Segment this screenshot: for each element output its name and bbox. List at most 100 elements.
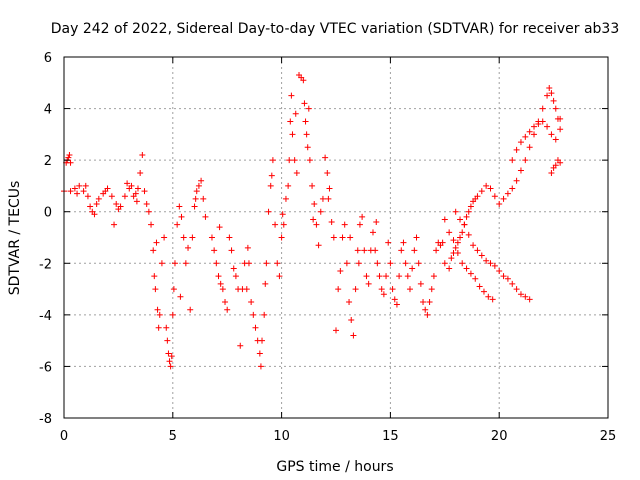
- data-point: [450, 237, 457, 244]
- data-point: [169, 311, 176, 318]
- data-point: [557, 115, 564, 122]
- data-point: [548, 170, 555, 177]
- data-point: [544, 123, 551, 130]
- data-point: [446, 229, 453, 236]
- data-point: [535, 121, 542, 128]
- data-point: [269, 157, 276, 164]
- y-tick-label: -2: [39, 257, 52, 272]
- data-point: [374, 260, 381, 267]
- data-point: [302, 118, 309, 125]
- data-point: [433, 247, 440, 254]
- data-point: [267, 182, 274, 189]
- data-point: [417, 280, 424, 287]
- data-point: [317, 208, 324, 215]
- data-point: [268, 172, 275, 179]
- grid-lines: [64, 57, 608, 418]
- x-tick-label: 5: [169, 429, 177, 444]
- data-point: [373, 219, 380, 226]
- data-point: [230, 265, 237, 272]
- data-point: [385, 239, 392, 246]
- data-point: [424, 311, 431, 318]
- data-point: [413, 234, 420, 241]
- data-point: [192, 195, 199, 202]
- data-point: [531, 131, 538, 138]
- data-point: [180, 234, 187, 241]
- data-point: [143, 200, 150, 207]
- data-point: [80, 188, 87, 195]
- data-point: [354, 247, 361, 254]
- data-point: [489, 296, 496, 303]
- data-point: [187, 306, 194, 313]
- data-point: [557, 126, 564, 133]
- data-point: [182, 260, 189, 267]
- data-point: [133, 198, 140, 205]
- data-point: [166, 358, 173, 365]
- data-point: [91, 211, 98, 218]
- data-point: [459, 229, 466, 236]
- data-point: [152, 286, 159, 293]
- data-point: [286, 157, 293, 164]
- data-point: [359, 213, 366, 220]
- data-point: [319, 195, 326, 202]
- data-point: [165, 350, 172, 357]
- data-point: [441, 216, 448, 223]
- data-point: [526, 296, 533, 303]
- data-point: [504, 190, 511, 197]
- data-point: [139, 151, 146, 158]
- data-point: [513, 286, 520, 293]
- data-point: [171, 260, 178, 267]
- data-point: [491, 262, 498, 269]
- data-point: [195, 182, 202, 189]
- data-point: [446, 265, 453, 272]
- data-point: [313, 221, 320, 228]
- data-point: [352, 286, 359, 293]
- data-point: [164, 337, 171, 344]
- data-point: [211, 247, 218, 254]
- data-points: [61, 72, 564, 370]
- data-point: [309, 182, 316, 189]
- data-point: [383, 273, 390, 280]
- data-point: [406, 286, 413, 293]
- data-point: [387, 260, 394, 267]
- data-point: [409, 265, 416, 272]
- data-point: [102, 188, 109, 195]
- data-point: [237, 342, 244, 349]
- tick-labels: 0 5 10 15 20 25 -8 -6 -4 -2 0 2 4 6: [39, 51, 616, 444]
- data-point: [430, 273, 437, 280]
- y-tick-label: 0: [44, 206, 52, 221]
- data-point: [292, 110, 299, 117]
- x-tick-label: 0: [60, 429, 68, 444]
- data-point: [208, 234, 215, 241]
- data-point: [293, 170, 300, 177]
- data-point: [322, 154, 329, 161]
- data-point: [289, 131, 296, 138]
- data-point: [108, 193, 115, 200]
- data-point: [219, 286, 226, 293]
- y-tick-label: 6: [44, 51, 52, 66]
- data-point: [483, 257, 490, 264]
- data-point: [262, 280, 269, 287]
- data-point: [222, 298, 229, 305]
- data-point: [156, 311, 163, 318]
- data-point: [257, 363, 264, 370]
- data-point: [474, 247, 481, 254]
- data-point: [415, 260, 422, 267]
- data-point: [141, 188, 148, 195]
- data-point: [288, 92, 295, 99]
- data-point: [324, 170, 331, 177]
- data-point: [480, 288, 487, 295]
- data-point: [174, 221, 181, 228]
- data-point: [276, 273, 283, 280]
- data-point: [552, 105, 559, 112]
- data-point: [337, 268, 344, 275]
- data-point: [500, 273, 507, 280]
- data-point: [158, 260, 165, 267]
- data-point: [513, 177, 520, 184]
- data-point: [150, 247, 157, 254]
- data-point: [178, 213, 185, 220]
- data-point: [380, 291, 387, 298]
- data-point: [261, 311, 268, 318]
- data-point: [346, 298, 353, 305]
- data-point: [485, 293, 492, 300]
